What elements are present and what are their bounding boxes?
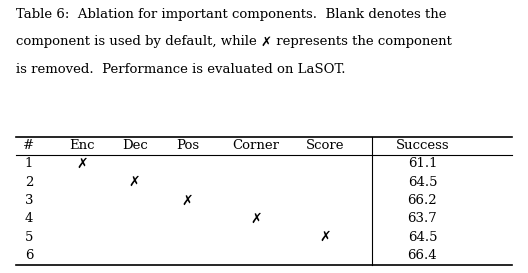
Text: ✗: ✗ [319,230,331,244]
Text: represents the component: represents the component [272,35,452,49]
Text: component is used by default, while: component is used by default, while [16,35,261,49]
Text: 4: 4 [25,212,33,225]
Text: 6: 6 [25,249,33,262]
Text: 63.7: 63.7 [408,212,437,225]
Text: 64.5: 64.5 [408,231,437,244]
Text: ✗: ✗ [182,194,193,208]
Text: Corner: Corner [232,139,280,152]
Text: ✗: ✗ [250,212,262,226]
Text: 64.5: 64.5 [408,176,437,189]
Text: 66.4: 66.4 [408,249,437,262]
Text: 5: 5 [25,231,33,244]
Text: Enc: Enc [69,139,95,152]
Text: 61.1: 61.1 [408,158,437,171]
Text: Table 6:  Ablation for important components.  Blank denotes the: Table 6: Ablation for important componen… [16,8,446,21]
Text: 2: 2 [25,176,33,189]
Text: 1: 1 [25,158,33,171]
Text: Success: Success [395,139,449,152]
Text: Score: Score [306,139,344,152]
Text: Dec: Dec [122,139,147,152]
Text: ✗: ✗ [76,157,88,171]
Text: #: # [23,139,35,152]
Text: Pos: Pos [176,139,199,152]
Text: ✗: ✗ [129,175,140,189]
Text: is removed.  Performance is evaluated on LaSOT.: is removed. Performance is evaluated on … [16,63,345,76]
Text: ✗: ✗ [261,35,272,49]
Text: 3: 3 [25,194,33,207]
Text: 66.2: 66.2 [408,194,437,207]
